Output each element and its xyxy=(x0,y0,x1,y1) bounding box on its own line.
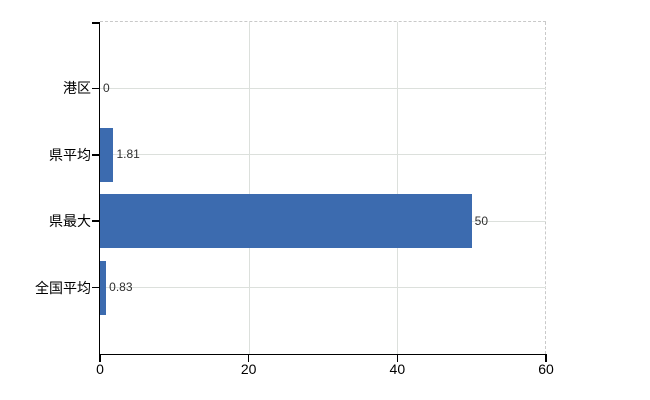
x-axis-tick xyxy=(545,355,547,362)
bar-1 xyxy=(100,127,114,182)
category-gridline xyxy=(100,154,546,156)
x-tick-label: 40 xyxy=(389,361,406,377)
bar-value-label: 1.81 xyxy=(116,147,140,162)
x-axis-tick xyxy=(99,355,101,362)
bar-value-label: 0 xyxy=(103,80,110,95)
x-axis-tick xyxy=(247,355,250,362)
x-axis-line xyxy=(98,353,547,355)
y-axis-end-tick xyxy=(92,22,99,24)
bar-value-label: 50 xyxy=(474,213,489,228)
bar-2 xyxy=(100,194,472,249)
y-axis-tick xyxy=(92,87,99,90)
x-axis-tick xyxy=(396,355,399,362)
bar-value-label: 0.83 xyxy=(109,280,133,295)
y-axis-tick xyxy=(92,154,99,156)
x-gridline xyxy=(397,22,399,354)
x-gridline xyxy=(248,22,250,354)
x-tick-label: 0 xyxy=(96,361,104,377)
category-label: 県最大 xyxy=(49,213,91,230)
y-axis-line xyxy=(98,22,100,354)
x-tick-label: 60 xyxy=(538,361,554,377)
plot-border-right xyxy=(545,22,546,354)
x-tick-label: 20 xyxy=(240,361,257,377)
y-axis-tick xyxy=(92,220,99,222)
plot-border-top xyxy=(100,21,546,22)
category-gridline xyxy=(100,287,546,289)
category-label: 全国平均 xyxy=(35,279,91,296)
category-label: 港区 xyxy=(63,80,91,97)
category-label: 県平均 xyxy=(49,146,91,163)
bar-3 xyxy=(100,260,107,315)
category-gridline xyxy=(100,87,546,89)
y-axis-tick xyxy=(92,286,99,289)
